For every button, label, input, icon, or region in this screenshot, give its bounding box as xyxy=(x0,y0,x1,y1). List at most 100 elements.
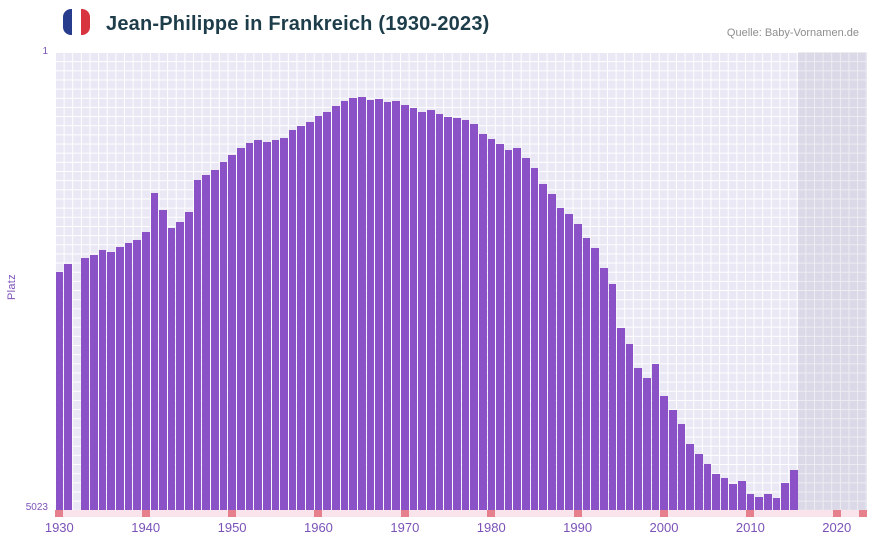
bar-1986[interactable] xyxy=(539,184,548,510)
bar-slot-1997 xyxy=(634,52,643,510)
bar-1960[interactable] xyxy=(314,115,323,510)
bar-1951[interactable] xyxy=(236,147,245,510)
bar-1989[interactable] xyxy=(565,214,573,510)
bar-slot-1948 xyxy=(211,52,220,510)
bar-2007[interactable] xyxy=(720,477,729,510)
bar-1990[interactable] xyxy=(573,224,582,510)
bar-2002[interactable] xyxy=(677,424,686,510)
bar-1958[interactable] xyxy=(297,125,306,510)
bar-1973[interactable] xyxy=(427,109,435,510)
bar-1985[interactable] xyxy=(530,168,539,510)
bar-1934[interactable] xyxy=(90,255,98,510)
bar-1963[interactable] xyxy=(340,101,349,510)
bar-1984[interactable] xyxy=(522,158,530,510)
bar-1980[interactable] xyxy=(487,139,496,510)
bar-1947[interactable] xyxy=(202,175,211,510)
bar-1944[interactable] xyxy=(176,221,185,510)
bar-1988[interactable] xyxy=(556,207,565,510)
bar-1979[interactable] xyxy=(478,133,487,510)
bar-slot-1973 xyxy=(427,52,436,510)
bar-slot-1930 xyxy=(55,52,64,510)
bar-1981[interactable] xyxy=(496,144,504,510)
bar-1930[interactable] xyxy=(55,271,64,510)
bar-2012[interactable] xyxy=(764,493,772,510)
bar-2000[interactable] xyxy=(660,396,668,510)
bar-1931[interactable] xyxy=(64,264,72,510)
bar-1938[interactable] xyxy=(124,242,133,510)
bar-2015[interactable] xyxy=(789,470,798,510)
bar-1936[interactable] xyxy=(107,251,115,510)
bar-2013[interactable] xyxy=(772,497,781,510)
bar-1993[interactable] xyxy=(599,268,608,510)
bar-1939[interactable] xyxy=(133,239,141,510)
bar-1964[interactable] xyxy=(349,97,357,510)
bar-1965[interactable] xyxy=(357,97,366,510)
bar-slot-1959 xyxy=(306,52,315,510)
bar-1948[interactable] xyxy=(211,169,219,510)
bar-1941[interactable] xyxy=(150,193,159,510)
bar-2003[interactable] xyxy=(686,444,694,510)
bar-1975[interactable] xyxy=(444,117,452,510)
bar-1959[interactable] xyxy=(306,122,314,510)
bar-1940[interactable] xyxy=(141,231,150,510)
bar-slot-1954 xyxy=(262,52,271,510)
bar-2010[interactable] xyxy=(746,493,755,510)
bar-1953[interactable] xyxy=(254,140,262,510)
source-link[interactable]: Quelle: Baby-Vornamen.de xyxy=(726,27,859,39)
bar-1997[interactable] xyxy=(634,367,643,510)
bar-slot-2008 xyxy=(729,52,738,510)
bar-2008[interactable] xyxy=(729,484,738,510)
bar-1972[interactable] xyxy=(418,112,427,510)
bar-1956[interactable] xyxy=(280,138,288,510)
bar-1996[interactable] xyxy=(625,343,634,510)
bar-1995[interactable] xyxy=(617,328,625,510)
bar-2006[interactable] xyxy=(712,474,720,510)
bar-1998[interactable] xyxy=(643,377,651,510)
x-tick-1970 xyxy=(400,510,409,517)
bar-1945[interactable] xyxy=(185,211,193,510)
bar-1969[interactable] xyxy=(392,101,401,510)
bar-1942[interactable] xyxy=(159,209,167,510)
bar-1955[interactable] xyxy=(271,139,280,510)
bar-1949[interactable] xyxy=(219,162,228,510)
bar-1970[interactable] xyxy=(401,104,409,510)
bar-1961[interactable] xyxy=(323,112,331,510)
bar-1992[interactable] xyxy=(591,247,599,510)
bar-2004[interactable] xyxy=(694,454,703,510)
bar-1994[interactable] xyxy=(608,284,617,510)
bar-slot-1940 xyxy=(141,52,150,510)
bar-1967[interactable] xyxy=(375,98,383,510)
bar-1957[interactable] xyxy=(288,129,297,510)
bar-1950[interactable] xyxy=(228,154,236,510)
x-tick-2010 xyxy=(746,510,755,517)
bar-2011[interactable] xyxy=(755,496,764,510)
bar-1937[interactable] xyxy=(115,247,124,510)
bar-1952[interactable] xyxy=(245,143,254,510)
bar-1968[interactable] xyxy=(383,102,392,510)
bar-1935[interactable] xyxy=(98,249,107,510)
bar-1991[interactable] xyxy=(582,237,591,510)
bar-2009[interactable] xyxy=(738,481,746,510)
bar-2014[interactable] xyxy=(781,483,789,510)
bar-slot-1978 xyxy=(470,52,479,510)
bar-slot-1934 xyxy=(90,52,99,510)
y-axis-top-label: 1 xyxy=(42,46,48,57)
bar-1982[interactable] xyxy=(504,149,513,510)
bar-2005[interactable] xyxy=(703,464,712,510)
bar-1976[interactable] xyxy=(452,118,461,510)
bar-1999[interactable] xyxy=(651,363,660,510)
bar-2001[interactable] xyxy=(668,409,677,510)
bar-slot-1941 xyxy=(150,52,159,510)
bar-1977[interactable] xyxy=(461,119,470,510)
bar-1978[interactable] xyxy=(470,123,478,510)
bar-1983[interactable] xyxy=(513,148,522,510)
bar-1962[interactable] xyxy=(332,106,340,510)
bar-1971[interactable] xyxy=(409,108,418,510)
bar-1966[interactable] xyxy=(366,99,375,510)
bar-1987[interactable] xyxy=(548,194,556,510)
bar-1946[interactable] xyxy=(193,179,202,510)
bar-1933[interactable] xyxy=(81,258,90,510)
bar-1943[interactable] xyxy=(167,227,176,510)
bar-1974[interactable] xyxy=(435,113,444,510)
bar-1954[interactable] xyxy=(262,142,271,510)
